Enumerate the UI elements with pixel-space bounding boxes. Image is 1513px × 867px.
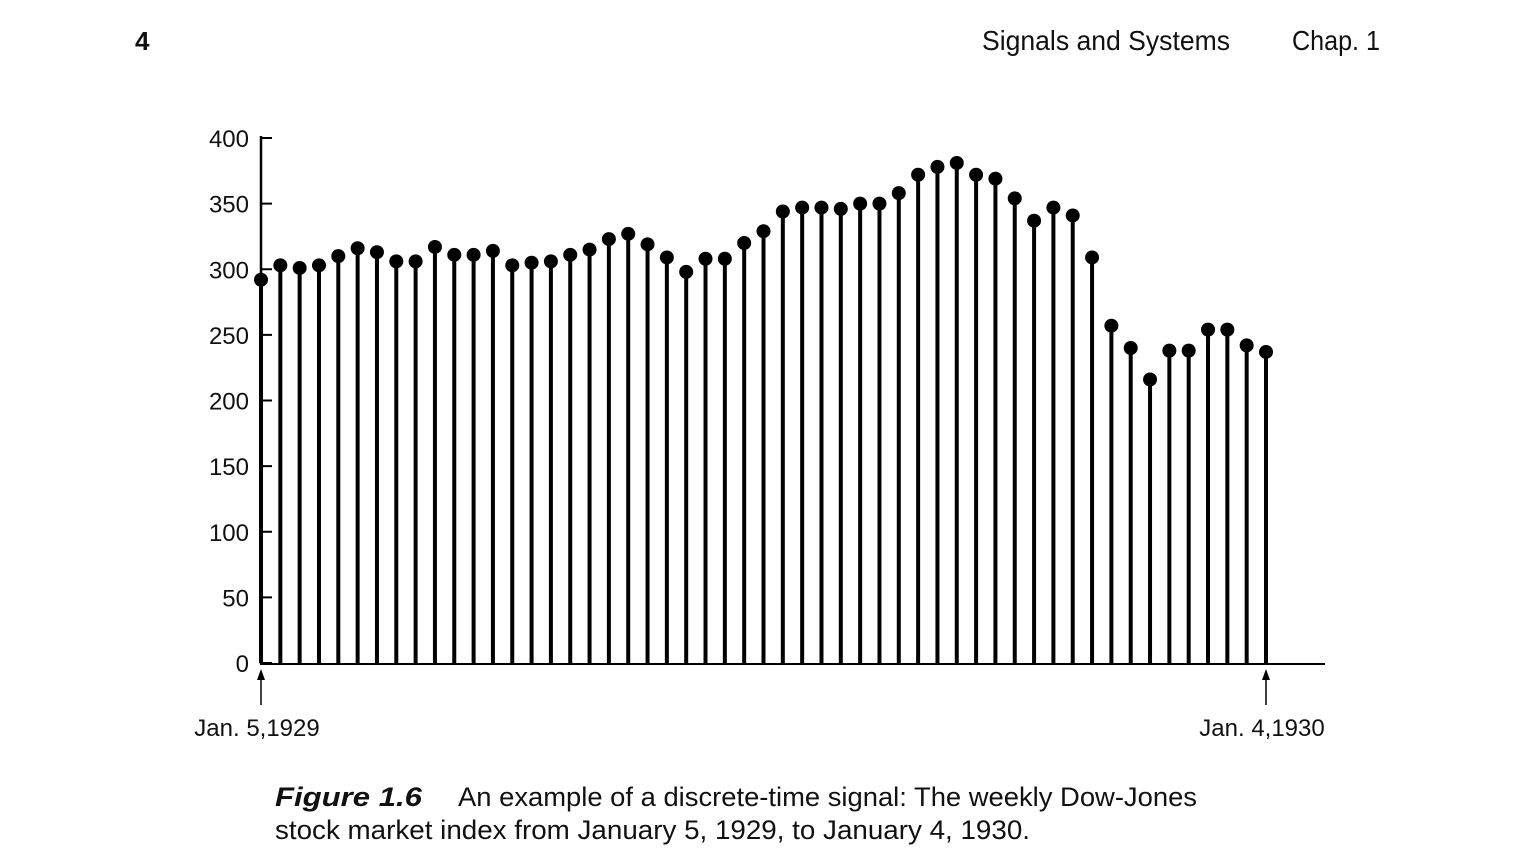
- stem-dot: [1085, 250, 1100, 265]
- stem-dot: [1123, 341, 1138, 355]
- stem-dot: [621, 226, 636, 241]
- stem-dot: [911, 167, 926, 182]
- stem-dot: [853, 196, 868, 211]
- stem-dot: [988, 171, 1003, 186]
- y-tick-label: 400: [209, 126, 249, 153]
- stem-dot: [814, 200, 829, 215]
- stem-dot: [369, 245, 384, 260]
- stem-dot: [1201, 322, 1216, 337]
- stem-dot: [930, 159, 945, 174]
- x-annotation: Jan. 5,1929: [194, 715, 319, 742]
- stem-dot: [543, 254, 558, 269]
- running-head: Signals and Systems: [982, 25, 1230, 56]
- stem-dot: [640, 237, 655, 252]
- page-number: 4: [135, 26, 150, 56]
- stem-dot: [833, 201, 848, 216]
- y-tick-label: 0: [236, 651, 249, 678]
- caption-line: An example of a discrete-time signal: Th…: [458, 782, 1197, 812]
- stem-dot: [717, 251, 732, 266]
- stem-dot: [1162, 343, 1177, 358]
- stem-dot: [1239, 338, 1254, 353]
- y-tick-label: 300: [209, 257, 249, 284]
- y-tick-label: 250: [209, 323, 249, 350]
- stem-dot: [331, 249, 346, 264]
- stem-dot: [292, 260, 307, 275]
- stem-dot: [891, 186, 906, 201]
- stem-dot: [737, 236, 752, 250]
- y-tick-label: 150: [209, 454, 249, 481]
- stem-dot: [254, 272, 268, 287]
- y-tick-label: 200: [209, 389, 249, 416]
- stem-dot: [775, 204, 790, 219]
- caption-line: stock market index from January 5, 1929,…: [275, 815, 1030, 845]
- stem-dot: [582, 242, 597, 257]
- stem-dot: [949, 155, 964, 170]
- stem-dot: [679, 264, 694, 279]
- stem-dot: [1143, 372, 1158, 387]
- y-tick-label: 100: [209, 520, 249, 547]
- stem-dot: [447, 247, 462, 262]
- stem-dot: [1027, 213, 1042, 228]
- stem-dot: [427, 239, 442, 254]
- stem-dot: [563, 247, 578, 262]
- stem-dot: [505, 258, 520, 273]
- x-annotation: Jan. 4,1930: [1199, 715, 1324, 742]
- stem-dot: [795, 200, 810, 215]
- stem-dot: [485, 243, 500, 258]
- stem-dot: [350, 241, 365, 256]
- stem-dot: [311, 258, 326, 273]
- stem-dot: [1046, 200, 1061, 215]
- chapter-label: Chap. 1: [1292, 25, 1380, 56]
- stem-dot: [1007, 191, 1022, 206]
- stem-dot: [408, 254, 423, 269]
- stem-dot: [1181, 343, 1196, 358]
- stem-dot: [756, 224, 771, 239]
- stem-dot: [872, 196, 887, 211]
- stem-dot: [601, 232, 616, 247]
- arrow-head: [257, 669, 265, 680]
- stem-dot: [969, 167, 984, 182]
- stem-dot: [1065, 208, 1080, 223]
- stem-dot: [389, 254, 404, 269]
- stem-dot: [1220, 322, 1235, 337]
- stem-dot: [466, 247, 481, 262]
- arrow-head: [1262, 669, 1270, 680]
- y-tick-label: 350: [209, 192, 249, 219]
- stem-dot: [659, 250, 674, 265]
- stem-dot: [273, 258, 288, 273]
- stem-dot: [1104, 318, 1119, 333]
- y-tick-label: 50: [222, 585, 249, 612]
- caption-label: Figure 1.6: [275, 782, 423, 812]
- stem-dot: [524, 255, 539, 270]
- stem-dot: [1259, 344, 1273, 359]
- stem-dot: [698, 251, 713, 266]
